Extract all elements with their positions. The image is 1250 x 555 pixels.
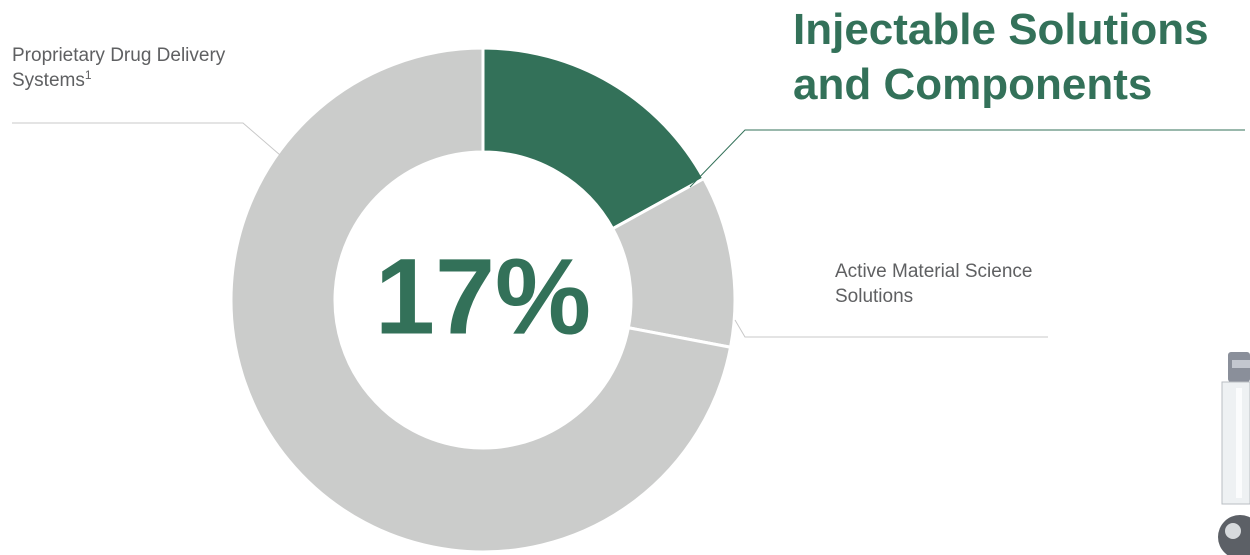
vial-shine [1236, 388, 1242, 498]
donut [229, 46, 737, 554]
segment-label-text: Proprietary Drug Delivery Systems [12, 45, 226, 91]
leader-line [689, 129, 1245, 188]
leader-line [734, 319, 1048, 338]
segment-title: Injectable Solutions and Components [793, 5, 1209, 109]
vial-image [1218, 352, 1250, 555]
segment-label: Active Material Science Solutions [835, 261, 1033, 307]
donut-segment [481, 46, 706, 231]
segment-label: Proprietary Drug Delivery Systems1 [12, 43, 227, 93]
footnote-marker: 1 [84, 68, 92, 82]
donut-segment [229, 46, 733, 554]
leader-line [12, 122, 281, 156]
stopper-shine [1225, 523, 1241, 539]
center-label: 17% [375, 236, 591, 357]
vial-cap-ring [1232, 360, 1250, 368]
